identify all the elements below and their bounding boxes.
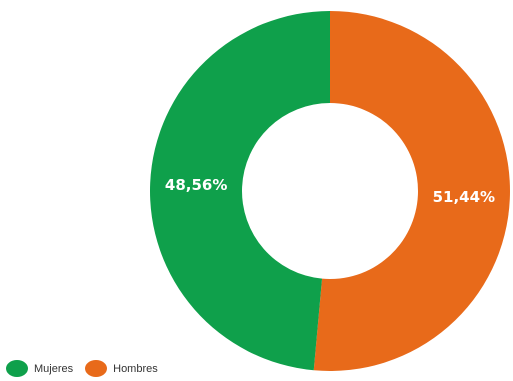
slice-label-mujeres: 48,56%: [165, 176, 227, 194]
legend-item-hombres[interactable]: Hombres: [85, 360, 158, 377]
legend-swatch-hombres: [85, 360, 108, 377]
legend-item-mujeres[interactable]: Mujeres: [6, 360, 73, 377]
legend-label-mujeres: Mujeres: [34, 362, 74, 375]
slice-mujeres[interactable]: [149, 11, 330, 371]
legend-label-hombres: Hombres: [113, 362, 158, 375]
slice-label-hombres: 51,44%: [433, 188, 495, 206]
legend-swatch-mujeres: [6, 360, 28, 377]
slice-hombres[interactable]: [313, 11, 510, 371]
legend: Mujeres Hombres: [6, 360, 158, 377]
